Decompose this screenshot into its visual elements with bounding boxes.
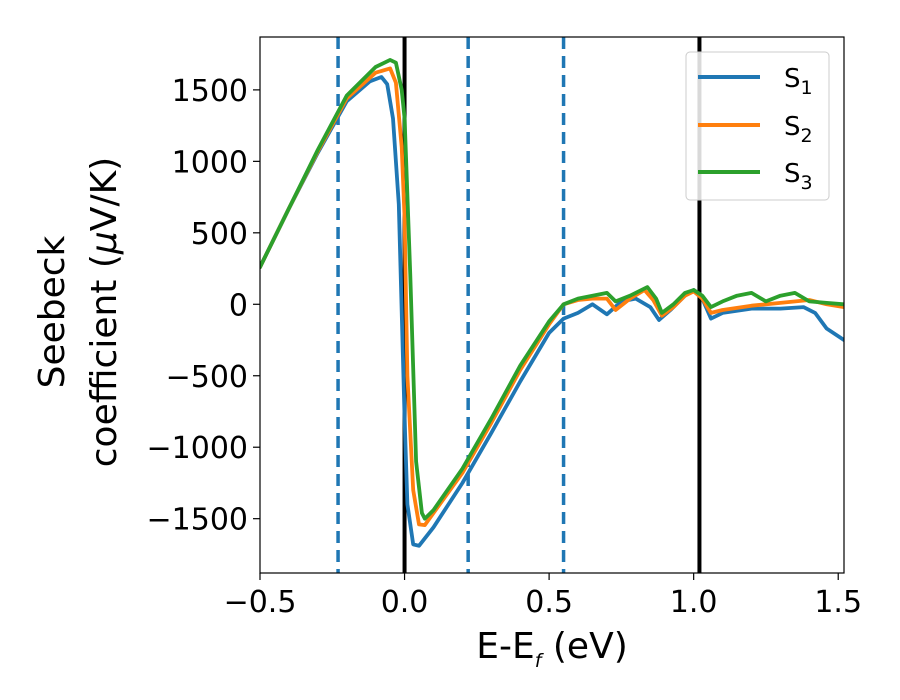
legend-label-s2-sub: 2 <box>801 125 813 147</box>
series-line-s3 <box>260 58 844 521</box>
legend-label-s3-main: S <box>784 159 801 189</box>
x-tick-label: 0.5 <box>525 585 573 620</box>
plot-frame <box>259 36 845 574</box>
x-tick-label: 0.0 <box>381 585 429 620</box>
y-axis-title-line1: Seebeck <box>32 235 73 388</box>
x-axis-title-main: E-E <box>476 626 534 667</box>
y-tick-label: 1500 <box>172 74 248 109</box>
y-tick-label: 500 <box>191 217 248 252</box>
y-axis-title-line2-post: V/K) <box>84 157 125 231</box>
y-axis-title-line2: coefficient (μV/K) <box>84 157 125 467</box>
y-tick-label: −500 <box>166 360 248 395</box>
y-axis-ticks: −1500 −1000 −500 0 500 1000 1500 <box>147 74 260 538</box>
series-group <box>260 58 844 548</box>
legend-label-s2: S2 <box>784 112 813 147</box>
x-axis-title: E-Ef (eV) <box>476 626 628 672</box>
legend-label-s1-sub: 1 <box>801 77 813 99</box>
y-tick-label: −1000 <box>147 431 248 466</box>
legend-label-s1: S1 <box>784 64 813 99</box>
y-tick-label: −1500 <box>147 503 248 538</box>
x-axis-ticks: −0.5 0.0 0.5 1.0 1.5 <box>224 573 862 620</box>
x-tick-label: 1.5 <box>814 585 862 620</box>
y-axis-title-line2-pre: coefficient ( <box>84 254 125 467</box>
legend-label-s2-main: S <box>784 112 801 142</box>
legend-label-s1-main: S <box>784 64 801 94</box>
x-tick-label: 1.0 <box>670 585 718 620</box>
x-tick-label: −0.5 <box>224 585 297 620</box>
x-axis-title-unit: (eV) <box>541 626 627 667</box>
legend: S1 S2 S3 <box>685 51 830 201</box>
y-tick-label: 0 <box>229 288 248 323</box>
x-axis-title-sub: f <box>535 650 545 672</box>
y-axis-title: Seebeck coefficient (μV/K) <box>32 157 125 467</box>
y-tick-label: 1000 <box>172 145 248 180</box>
legend-label-s3: S3 <box>784 159 813 194</box>
legend-label-s3-sub: 3 <box>801 172 813 194</box>
y-axis-title-mu: μ <box>84 231 125 255</box>
series-line-s1 <box>260 75 844 548</box>
